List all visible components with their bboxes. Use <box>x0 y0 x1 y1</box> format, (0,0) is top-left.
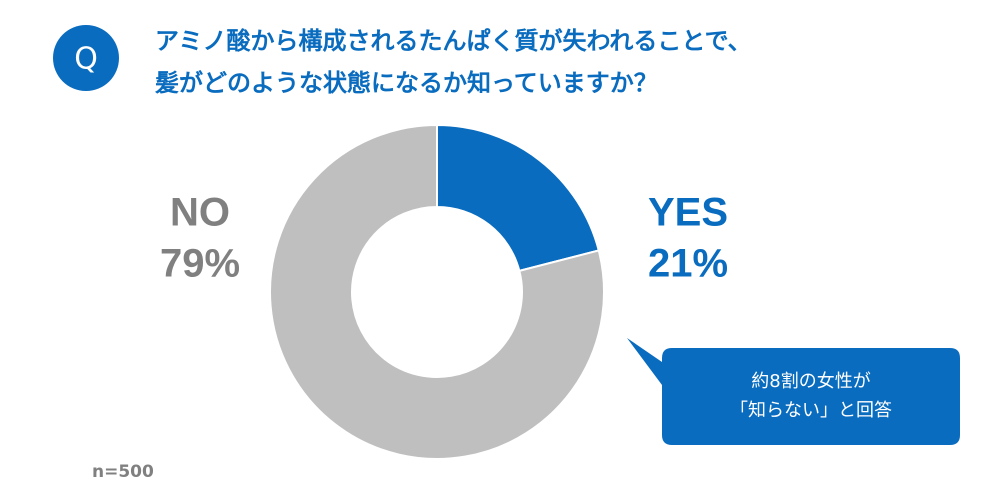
category-label: NO <box>170 191 230 235</box>
callout-text: 約8割の女性が <box>751 371 870 392</box>
callout <box>627 338 960 445</box>
value-label: 79% <box>160 242 240 286</box>
title-line: 髪がどのような状態になるか知っていますか？ <box>154 69 658 97</box>
category-label: YES <box>648 191 728 235</box>
donut-slice <box>436 123 600 273</box>
q-badge-text: Q <box>74 42 98 77</box>
donut-slice <box>269 123 605 460</box>
note: n=500 <box>92 462 154 482</box>
value-label: 21% <box>648 242 728 286</box>
donut <box>269 123 605 460</box>
title-line: アミノ酸から構成されるたんぱく質が失われることで、 <box>155 27 752 55</box>
q-badge <box>53 25 119 91</box>
callout-text: 「知らない」と回答 <box>730 400 892 421</box>
